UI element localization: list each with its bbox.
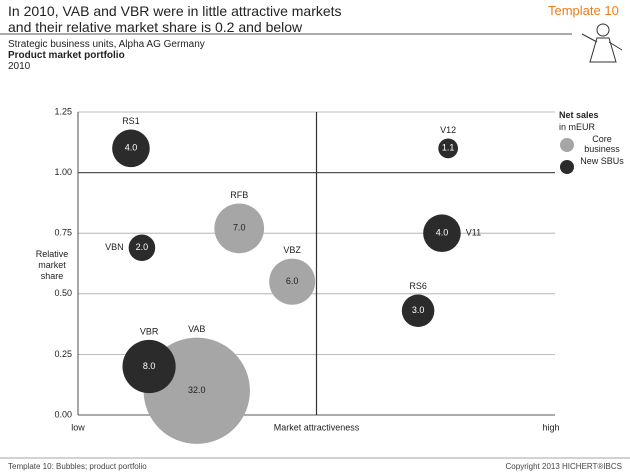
bubble [214,203,265,254]
bubble-name-label: V12 [440,125,456,135]
bubble-name-label: RS6 [409,281,427,291]
illustration [581,23,623,63]
legend-swatch [560,138,574,152]
bubble-value-label: 1.1 [442,143,455,153]
x-label-high: high [542,422,559,432]
y-tick-label: 0.00 [54,409,72,419]
bubble-value-label: 2.0 [136,242,149,252]
legend-entry: Core business [584,134,620,154]
bubble-name-label: RS1 [122,116,140,126]
bubble [401,294,435,328]
bubble-name-label: VBN [105,242,124,252]
period: 2010 [8,61,31,72]
bubble-name-label: VBR [140,326,159,336]
bubble [128,234,156,262]
x-axis-label: Market attractiveness [274,422,360,432]
bubble-value-label: 8.0 [143,361,156,371]
bubble [112,129,150,168]
measure: Product market portfolio [8,50,125,61]
bubble-value-label: 4.0 [125,143,138,153]
y-tick-label: 1.00 [54,167,72,177]
bubble-name-label: RFB [230,190,248,200]
y-tick-label: 1.25 [54,106,72,116]
legend-subtitle: in mEUR [559,122,596,132]
footer-left: Template 10: Bubbles; product portfolio [8,462,147,471]
legend-entry: New SBUs [580,156,624,166]
x-label-low: low [71,422,85,432]
bubble-value-label: 7.0 [233,223,246,233]
y-tick-label: 0.25 [54,349,72,359]
y-tick-label: 0.50 [54,288,72,298]
y-tick-label: 0.75 [54,228,72,238]
bubble [423,214,461,252]
bubble-value-label: 4.0 [436,228,449,238]
template-label: Template 10 [548,3,619,18]
bubble-value-label: 3.0 [412,305,425,315]
bubble-name-label: V11 [466,228,481,238]
y-axis-label: Relative market share [35,249,69,281]
bubble-name-label: VBZ [283,245,301,255]
subtitle: Strategic business units, Alpha AG Germa… [8,39,205,50]
bubble-value-label: 32.0 [188,385,206,395]
legend-swatch [560,160,574,174]
title: In 2010, VAB and VBR were in little attr… [8,3,342,35]
bubble [269,258,316,305]
bubble-value-label: 6.0 [286,276,299,286]
bubble [122,339,176,394]
legend-title: Net sales [559,110,599,120]
footer-right: Copyright 2013 HICHERT®IBCS [505,462,622,471]
bubble-name-label: VAB [188,324,205,334]
bubble [438,138,459,159]
